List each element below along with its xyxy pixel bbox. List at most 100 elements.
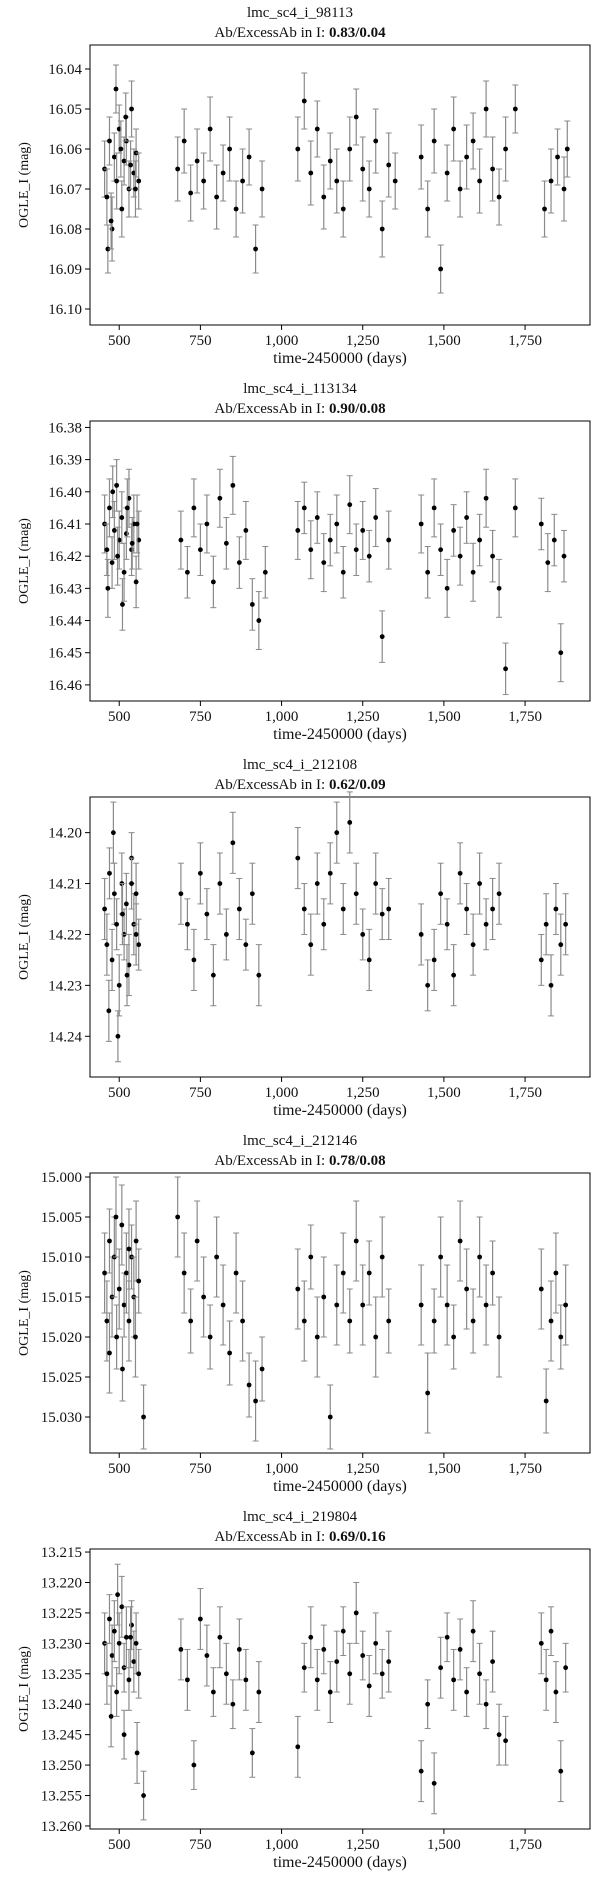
data-point	[470, 138, 476, 144]
x-tick-label: 500	[108, 1085, 131, 1101]
data-point	[220, 170, 226, 176]
data-point	[373, 515, 379, 520]
data-point	[197, 547, 203, 553]
data-point	[503, 666, 508, 672]
subtitle-value: 0.62/0.09	[329, 777, 386, 793]
light-curve-chart: lmc_sc4_i_113134 Ab/ExcessAb in I: 0.90/…	[17, 381, 591, 743]
data-point	[483, 1302, 489, 1308]
data-point	[538, 957, 544, 963]
data-point	[175, 1214, 181, 1220]
subtitle-prefix: Ab/ExcessAb in I:	[214, 777, 329, 793]
subtitle-value: 0.78/0.08	[329, 1153, 386, 1169]
data-point	[551, 537, 557, 543]
data-point	[104, 1318, 110, 1324]
data-point	[353, 891, 359, 897]
chart-panel-1: lmc_sc4_i_98113 Ab/ExcessAb in I: 0.83/0…	[0, 0, 600, 376]
data-point	[136, 1671, 142, 1677]
data-point	[558, 1768, 564, 1774]
data-point	[116, 1286, 122, 1292]
data-point	[425, 982, 431, 988]
x-tick-label: 1,250	[346, 1085, 380, 1101]
data-point	[483, 921, 489, 927]
x-axis-label: time-2450000 (days)	[273, 1478, 407, 1495]
data-point	[256, 618, 262, 623]
data-point	[217, 881, 223, 886]
chart-panel-3: lmc_sc4_i_212108 Ab/ExcessAb in I: 0.62/…	[0, 752, 600, 1128]
data-point	[340, 206, 346, 212]
y-tick-label: 13.240	[41, 1697, 82, 1713]
data-point	[113, 86, 119, 92]
data-point	[451, 528, 457, 533]
data-point	[444, 921, 450, 927]
chart-subtitle: Ab/ExcessAb in I: 0.83/0.04	[214, 25, 386, 41]
data-point	[111, 528, 117, 533]
data-point	[120, 1366, 125, 1372]
data-point	[246, 1382, 252, 1388]
y-axis-label: OGLE_I (mag)	[17, 142, 32, 228]
x-axis-label: time-2450000 (days)	[273, 1854, 407, 1871]
y-tick-label: 13.225	[41, 1606, 82, 1622]
x-tick-label: 1,750	[508, 1837, 542, 1853]
data-point	[512, 106, 518, 112]
data-point	[102, 1270, 108, 1276]
data-point	[457, 1238, 463, 1244]
chart-title: lmc_sc4_i_98113	[247, 5, 353, 21]
chart-subtitle: Ab/ExcessAb in I: 0.78/0.08	[214, 1153, 385, 1169]
y-axis: 16.38 16.39 16.40 16.41 16.42 16.43 16.44 16.45…	[48, 420, 90, 694]
data-points	[101, 455, 568, 696]
data-point	[191, 957, 197, 963]
data-point	[240, 1318, 245, 1324]
data-point	[464, 515, 470, 520]
data-point	[444, 1634, 450, 1640]
data-point	[121, 569, 127, 575]
data-point	[141, 1414, 146, 1420]
y-tick-label: 16.43	[48, 581, 82, 597]
subtitle-value: 0.83/0.04	[329, 25, 386, 41]
data-point	[107, 505, 112, 511]
data-point	[107, 870, 112, 876]
data-point	[301, 906, 307, 912]
data-point	[121, 158, 127, 164]
x-tick-label: 500	[108, 1837, 131, 1853]
data-point	[563, 1665, 569, 1671]
y-tick-label: 13.215	[41, 1545, 82, 1561]
data-point	[133, 1238, 139, 1244]
data-point	[545, 560, 551, 566]
data-point	[464, 154, 470, 160]
data-point	[503, 146, 508, 152]
data-point	[185, 1677, 190, 1683]
data-point	[431, 138, 437, 144]
data-point	[386, 162, 392, 168]
data-point	[236, 906, 242, 912]
data-point	[115, 553, 120, 559]
data-point	[321, 1294, 327, 1300]
data-point	[109, 560, 115, 566]
data-point	[113, 1214, 119, 1220]
y-tick-label: 14.20	[48, 826, 82, 842]
plot-frame	[89, 44, 591, 326]
data-point	[314, 881, 320, 886]
data-point	[114, 1334, 120, 1340]
data-point	[553, 1270, 559, 1276]
data-point	[227, 146, 233, 152]
data-point	[136, 942, 142, 948]
data-point	[119, 515, 125, 520]
data-point	[191, 505, 197, 511]
data-point	[126, 1677, 132, 1683]
data-point	[564, 146, 570, 152]
data-point	[253, 246, 258, 252]
data-point	[496, 891, 502, 897]
data-point	[115, 1033, 121, 1039]
data-point	[128, 1634, 133, 1640]
subtitle-prefix: Ab/ExcessAb in I:	[214, 25, 329, 41]
light-curve-chart: lmc_sc4_i_219804 Ab/ExcessAb in I: 0.69/…	[17, 1509, 591, 1871]
x-tick-label: 1,250	[346, 333, 380, 349]
data-point	[451, 1334, 457, 1340]
data-point	[114, 1689, 120, 1695]
x-tick-label: 1,250	[346, 709, 380, 725]
data-point	[321, 194, 327, 200]
data-point	[249, 602, 255, 607]
x-axis-label: time-2450000 (days)	[273, 350, 407, 367]
data-point	[301, 1665, 307, 1671]
data-point	[347, 502, 353, 508]
